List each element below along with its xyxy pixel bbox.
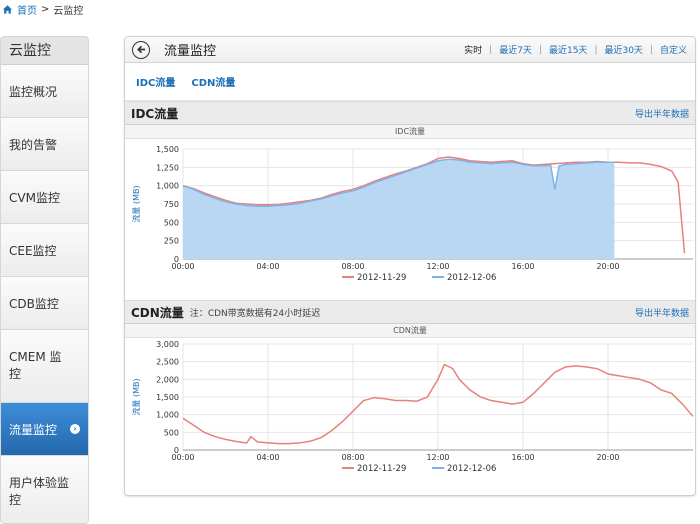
x-tick-label: 12:00 bbox=[426, 453, 449, 462]
x-tick-label: 08:00 bbox=[341, 453, 364, 462]
y-tick-label: 0 bbox=[174, 446, 179, 455]
chart-title: CDN流量 bbox=[125, 324, 695, 338]
sidebar-item-alarms[interactable]: 我的告警 bbox=[1, 118, 88, 171]
y-tick-label: 0 bbox=[174, 255, 179, 264]
x-tick-label: 16:00 bbox=[511, 453, 534, 462]
x-tick-label: 20:00 bbox=[596, 262, 619, 271]
cdn-delay-note: 注：CDN带宽数据有24小时延迟 bbox=[189, 308, 321, 319]
legend-label[interactable]: 2012-12-06 bbox=[447, 273, 496, 283]
range-30-days[interactable]: 最近30天 bbox=[604, 46, 643, 56]
breadcrumb-home-link[interactable]: 首页 bbox=[17, 5, 37, 17]
idc-section-title: IDC流量 bbox=[131, 106, 179, 121]
legend-label[interactable]: 2012-12-06 bbox=[447, 464, 496, 474]
sidebar-item-cmem[interactable]: CMEM 监控 bbox=[1, 330, 88, 403]
sidebar-item-label: 监控概况 bbox=[9, 84, 58, 99]
range-custom[interactable]: 自定义 bbox=[659, 46, 687, 56]
y-tick-label: 3,000 bbox=[156, 340, 179, 349]
x-tick-label: 04:00 bbox=[256, 453, 279, 462]
breadcrumb-separator: > bbox=[41, 3, 50, 15]
x-tick-label: 08:00 bbox=[341, 262, 364, 271]
series-area-2012-12-06 bbox=[183, 159, 615, 259]
cdn-section-title: CDN流量 bbox=[131, 305, 184, 320]
y-axis-label: 流量 (MB) bbox=[131, 185, 141, 222]
sidebar-title: 云监控 bbox=[1, 37, 88, 65]
y-tick-label: 1,250 bbox=[156, 163, 179, 172]
idc-chart-svg: 0 250 500 750 1,000 1,250 1,500 00:00 04:00 08:00… bbox=[131, 145, 693, 283]
range-divider: | bbox=[489, 44, 493, 55]
back-button[interactable] bbox=[132, 40, 150, 59]
legend-label[interactable]: 2012-11-29 bbox=[357, 273, 406, 283]
cdn-chart-svg: 0 500 1,000 1,500 2,000 2,500 3,000 00:00 04:00 0… bbox=[131, 340, 694, 474]
range-7-days[interactable]: 最近7天 bbox=[499, 46, 532, 56]
arrow-left-icon bbox=[136, 45, 145, 54]
idc-export-link[interactable]: 导出半年数据 bbox=[634, 109, 689, 120]
y-tick-label: 250 bbox=[164, 237, 179, 246]
range-15-days[interactable]: 最近15天 bbox=[548, 46, 588, 56]
idc-chart: IDC流量 0 250 500 750 1,000 1,250 1,500 00:00 04:0… bbox=[125, 125, 695, 300]
sidebar-item-cee[interactable]: CEE监控 bbox=[1, 224, 88, 277]
y-tick-label: 500 bbox=[164, 428, 179, 437]
x-tick-label: 16:00 bbox=[511, 262, 534, 271]
sidebar-item-label: CEE监控 bbox=[9, 243, 57, 258]
y-tick-label: 750 bbox=[164, 200, 179, 209]
sidebar-item-label: 流量监控 bbox=[9, 422, 58, 437]
x-tick-label: 04:00 bbox=[256, 262, 279, 271]
tab-idc[interactable]: IDC流量 bbox=[136, 78, 176, 89]
legend-label[interactable]: 2012-11-29 bbox=[357, 464, 406, 474]
sidebar-item-cdb[interactable]: CDB监控 bbox=[1, 277, 88, 330]
y-tick-label: 1,500 bbox=[156, 145, 179, 154]
sidebar-item-traffic[interactable]: 流量监控 › bbox=[1, 403, 88, 456]
sidebar-item-cvm[interactable]: CVM监控 bbox=[1, 171, 88, 224]
range-divider: | bbox=[538, 44, 542, 55]
sidebar-item-label: CDB监控 bbox=[9, 296, 59, 311]
cdn-chart: CDN流量 0 500 1,000 1,500 2,000 2,500 3,000 00:00… bbox=[125, 324, 695, 489]
time-range-selector: 实时 | 最近7天 | 最近15天 | 最近30天 | 自定义 bbox=[464, 43, 687, 57]
range-divider: | bbox=[594, 44, 598, 55]
y-tick-label: 1,000 bbox=[156, 411, 179, 420]
sidebar-item-label: 我的告警 bbox=[9, 137, 58, 152]
panel-header: 流量监控 实时 | 最近7天 | 最近15天 | 最近30天 | 自定义 bbox=[125, 37, 695, 63]
x-tick-label: 00:00 bbox=[171, 453, 194, 462]
sidebar: 云监控 监控概况 我的告警 CVM监控 CEE监控 CDB监控 CMEM 监控 … bbox=[0, 36, 89, 524]
tab-cdn[interactable]: CDN流量 bbox=[191, 78, 236, 89]
home-icon bbox=[2, 4, 13, 14]
x-tick-label: 00:00 bbox=[171, 262, 194, 271]
y-tick-label: 2,500 bbox=[156, 358, 179, 367]
breadcrumb-current: 云监控 bbox=[53, 5, 84, 17]
range-divider: | bbox=[649, 44, 653, 55]
x-tick-label: 12:00 bbox=[426, 262, 449, 271]
breadcrumb: 首页 > 云监控 bbox=[2, 1, 83, 17]
range-realtime[interactable]: 实时 bbox=[464, 46, 483, 56]
traffic-tabs: IDC流量 CDN流量 bbox=[125, 63, 695, 101]
main-panel: 流量监控 实时 | 最近7天 | 最近15天 | 最近30天 | 自定义 IDC… bbox=[124, 36, 696, 496]
y-axis-label: 流量 (MB) bbox=[131, 378, 141, 415]
sidebar-item-label: CVM监控 bbox=[9, 190, 60, 205]
sidebar-item-label: 用户体验监控 bbox=[9, 476, 70, 507]
y-tick-label: 1,000 bbox=[156, 182, 179, 191]
y-tick-label: 1,500 bbox=[156, 393, 179, 402]
page-title: 流量监控 bbox=[164, 44, 217, 59]
chevron-right-icon: › bbox=[70, 424, 80, 434]
chart-title: IDC流量 bbox=[125, 125, 695, 139]
y-tick-label: 500 bbox=[164, 218, 179, 227]
cdn-section-header: CDN流量 注：CDN带宽数据有24小时延迟 导出半年数据 bbox=[125, 300, 695, 324]
cdn-export-link[interactable]: 导出半年数据 bbox=[634, 308, 689, 319]
series-line-2012-12-06 bbox=[182, 158, 615, 207]
idc-section-header: IDC流量 导出半年数据 bbox=[125, 101, 695, 125]
sidebar-item-overview[interactable]: 监控概况 bbox=[1, 65, 88, 118]
series-line-2012-11-29 bbox=[182, 363, 694, 445]
sidebar-item-ux[interactable]: 用户体验监控 bbox=[1, 456, 88, 523]
x-tick-label: 20:00 bbox=[596, 453, 619, 462]
y-tick-label: 2,000 bbox=[156, 375, 179, 384]
sidebar-item-label: CMEM 监控 bbox=[9, 350, 62, 381]
